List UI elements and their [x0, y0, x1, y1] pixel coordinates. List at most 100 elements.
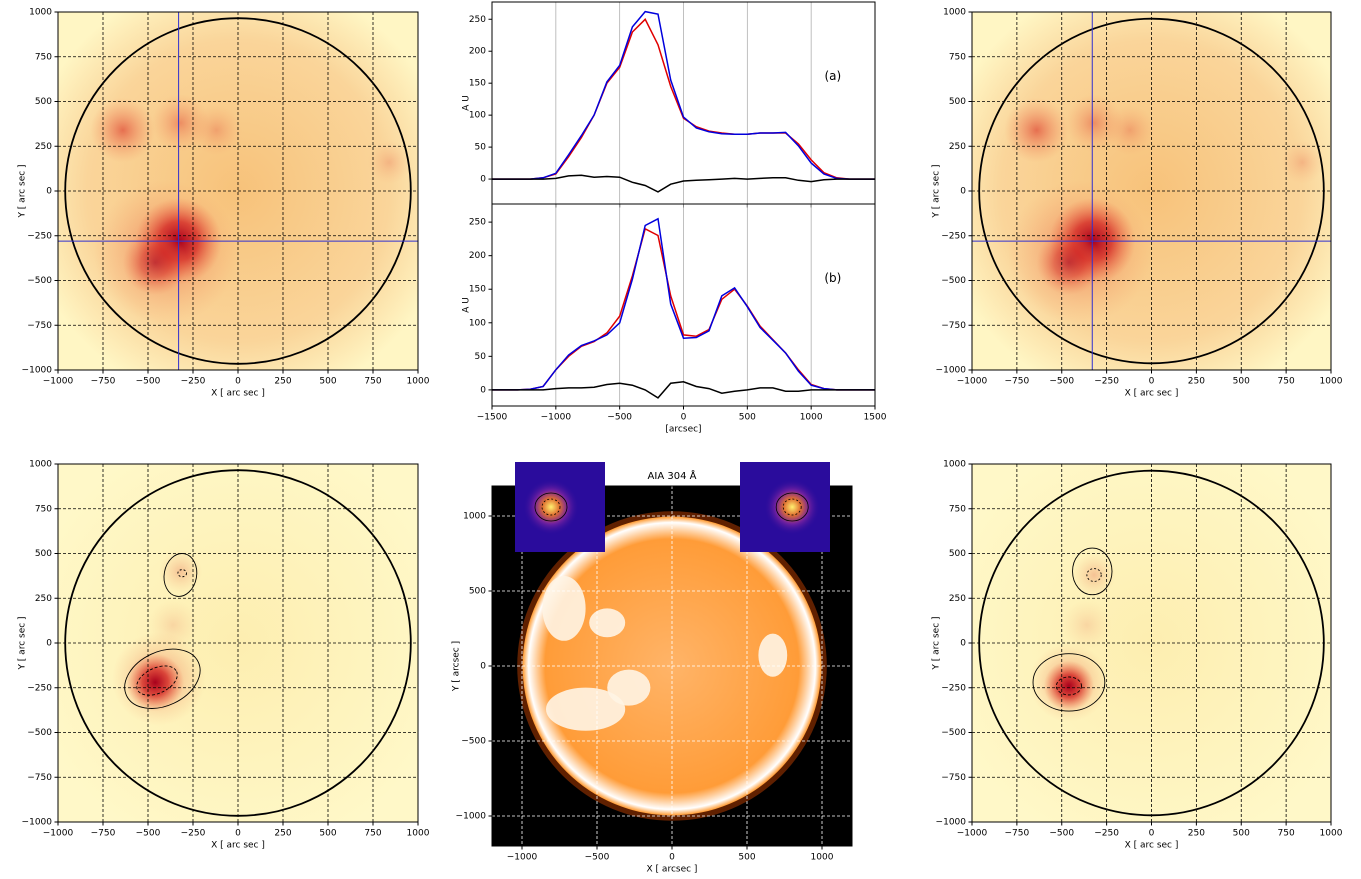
x-tick-label: 750: [364, 829, 381, 839]
emission-blob: [90, 97, 156, 163]
solar-limb: [978, 17, 1325, 365]
x-tick-label: −500: [607, 413, 632, 423]
y-axis-label: Y [ arcsec ]: [452, 641, 462, 692]
y-tick-label: 750: [35, 52, 52, 62]
y-tick-label: 500: [469, 587, 486, 597]
x-tick-label: −500: [1049, 377, 1074, 387]
image-layer: [972, 464, 1331, 822]
panel: (b) −1500 −1000 −500 0 500 1000 1500 0 50 100 150 20…: [462, 203, 887, 435]
x-tick-label: −500: [585, 853, 610, 863]
profile-line: [492, 381, 875, 399]
x-tick-label: 1500: [864, 413, 887, 423]
y-tick-label: −500: [27, 276, 52, 286]
x-tick-label: 250: [1188, 377, 1205, 387]
y-tick-label: −750: [941, 773, 966, 783]
emission-blob: [1036, 230, 1102, 295]
emission-blob: [191, 104, 242, 156]
inset-contour: [534, 492, 568, 522]
y-tick-label: 1000: [943, 8, 966, 18]
y-tick-label: −1000: [456, 812, 487, 822]
x-tick-label: 250: [1188, 829, 1205, 839]
contour: [177, 569, 187, 578]
y-tick-label: 1000: [943, 460, 966, 470]
y-tick-label: 100: [469, 111, 486, 121]
x-tick-label: 0: [235, 377, 241, 387]
profile-line: [492, 174, 875, 193]
contour: [124, 648, 201, 709]
y-axis-label: Y [ arc sec ]: [932, 616, 942, 670]
x-tick-label: −1500: [477, 413, 508, 423]
x-tick-label: −750: [1005, 829, 1030, 839]
x-tick-label: −250: [181, 829, 206, 839]
y-tick-label: 250: [469, 15, 486, 25]
x-tick-label: 500: [738, 853, 755, 863]
y-tick-label: 250: [35, 142, 52, 152]
y-tick-label: −750: [27, 773, 52, 783]
inset-image: [740, 462, 830, 552]
y-tick-label: −500: [27, 728, 52, 738]
x-tick-label: 500: [1233, 829, 1250, 839]
y-tick-label: 500: [949, 97, 966, 107]
panel: −1000 −750 −500 −250 0 250 500 750 1000 −1000 −750…: [932, 460, 1343, 851]
x-axis-label: X [ arc sec ]: [1125, 389, 1179, 399]
profile-line: [492, 10, 875, 180]
x-tick-label: −1000: [957, 377, 988, 387]
panel: −1000 −500 0 500 1000 −1000 −500 0 500 1000 X [ ar…: [452, 462, 853, 875]
x-tick-label: −500: [136, 377, 161, 387]
bright-region: [546, 687, 626, 731]
profile-line: [492, 217, 875, 391]
x-axis-label: X [ arc sec ]: [211, 841, 265, 851]
inset-image: [515, 462, 605, 552]
x-tick-label: −250: [181, 377, 206, 387]
y-tick-label: 50: [475, 352, 487, 362]
emission-blob: [126, 653, 184, 712]
y-tick-label: 0: [960, 639, 966, 649]
x-tick-label: −750: [1005, 377, 1030, 387]
y-tick-label: 0: [46, 187, 52, 197]
x-tick-label: 250: [274, 377, 291, 387]
y-tick-label: −250: [27, 231, 52, 241]
contour: [1086, 568, 1102, 582]
inset-contour: [782, 498, 802, 516]
x-tick-label: 0: [235, 829, 241, 839]
y-axis-label: A U: [462, 297, 472, 313]
panel: (a) 0 50 100 150 200 250 A U: [462, 1, 876, 208]
bright-region: [758, 633, 788, 677]
contour: [136, 665, 178, 696]
y-tick-label: −250: [941, 683, 966, 693]
x-tick-label: −1000: [957, 829, 988, 839]
y-tick-label: 150: [469, 285, 486, 295]
x-axis-label: X [ arc sec ]: [1125, 841, 1179, 851]
y-tick-label: −250: [27, 683, 52, 693]
y-tick-label: −1000: [22, 366, 53, 376]
x-tick-label: 1000: [407, 377, 430, 387]
emission-blob: [1043, 660, 1095, 712]
x-tick-label: 1000: [407, 829, 430, 839]
y-tick-label: 1000: [29, 460, 52, 470]
y-tick-label: 250: [949, 142, 966, 152]
y-axis-label: Y [ arc sec ]: [18, 616, 28, 670]
y-tick-label: −500: [941, 728, 966, 738]
y-axis-label: Y [ arc sec ]: [932, 164, 942, 218]
panel-label: (a): [825, 69, 842, 83]
contour: [1055, 676, 1082, 696]
y-axis-label: Y [ arc sec ]: [18, 164, 28, 218]
emission-blob: [122, 230, 188, 295]
y-axis-label: A U: [462, 95, 472, 111]
image-layer: [972, 12, 1331, 370]
x-tick-label: 750: [1278, 377, 1295, 387]
x-tick-label: 1000: [811, 853, 834, 863]
x-tick-label: 0: [1149, 377, 1155, 387]
x-axis-label: X [ arcsec ]: [647, 865, 698, 875]
x-tick-label: 500: [739, 413, 756, 423]
emission-blob: [367, 140, 411, 184]
bright-region: [607, 669, 651, 706]
y-tick-label: 0: [960, 187, 966, 197]
x-axis-label: [arcsec]: [665, 425, 701, 435]
solar-limb: [978, 469, 1325, 817]
y-tick-label: 750: [949, 504, 966, 514]
emission-blob: [1061, 599, 1113, 651]
y-tick-label: 1000: [463, 512, 486, 522]
y-tick-label: 150: [469, 79, 486, 89]
y-tick-label: 1000: [29, 8, 52, 18]
